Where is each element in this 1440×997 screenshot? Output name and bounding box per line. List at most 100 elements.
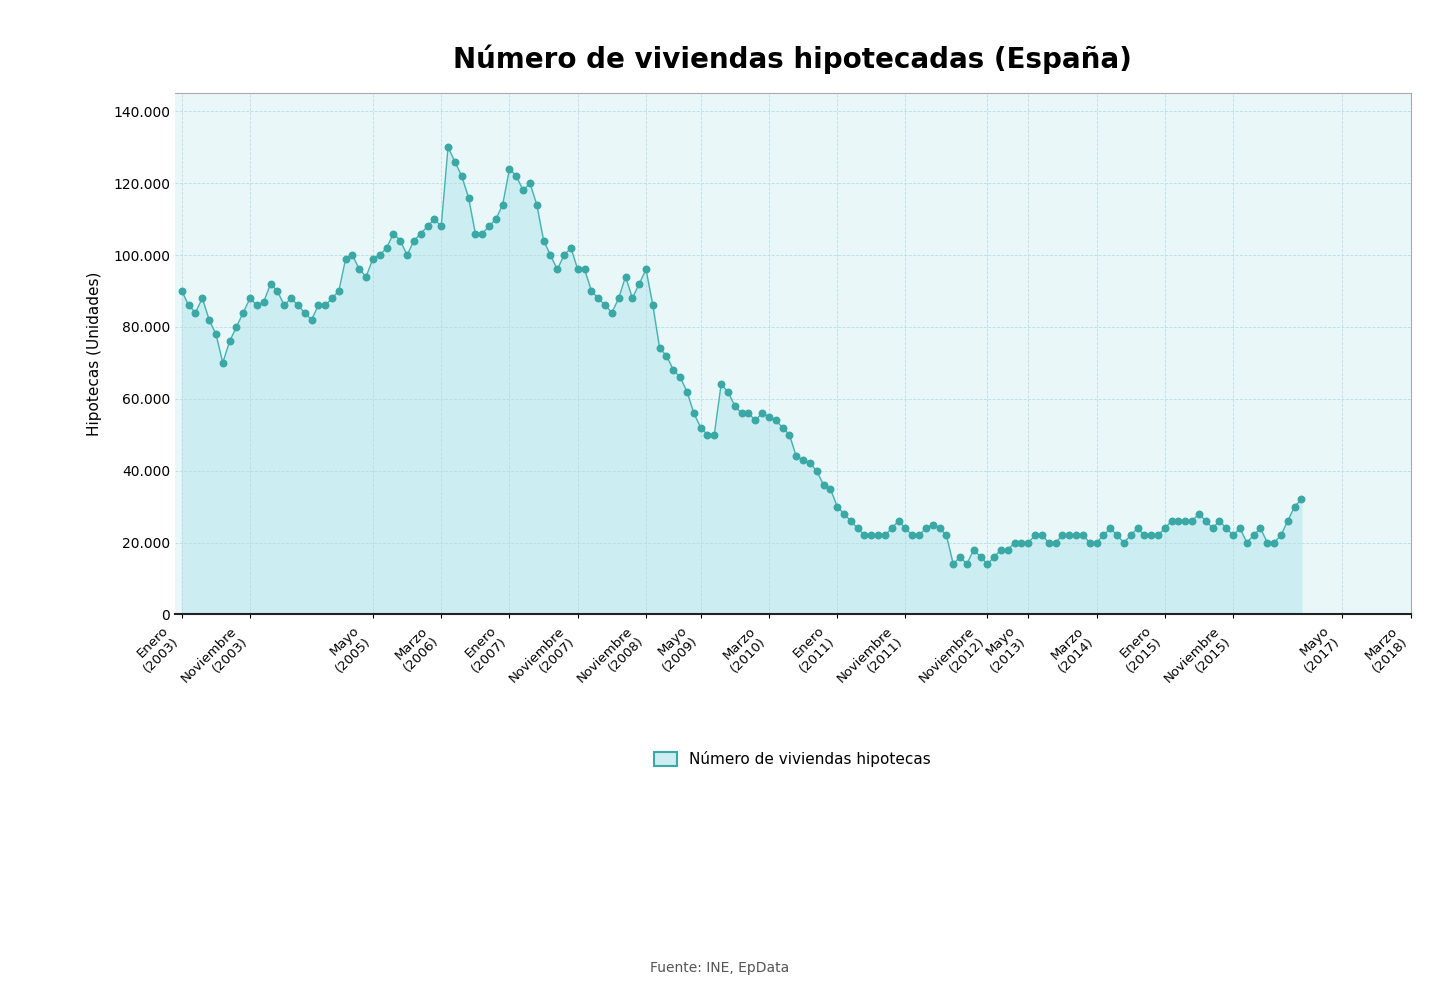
Point <box>416 218 439 234</box>
Point <box>484 211 507 227</box>
Point <box>197 312 220 328</box>
Point <box>232 305 255 321</box>
Point <box>580 283 603 299</box>
Point <box>1112 534 1135 550</box>
Point <box>874 527 897 543</box>
Point <box>279 290 302 306</box>
Point <box>1215 520 1238 536</box>
Point <box>402 232 425 248</box>
Point <box>621 290 644 306</box>
Point <box>396 247 419 263</box>
Point <box>593 297 616 313</box>
Point <box>949 549 972 565</box>
Point <box>518 175 541 191</box>
Point <box>348 261 372 277</box>
Point <box>812 477 835 493</box>
Point <box>1161 513 1184 529</box>
Point <box>1099 520 1122 536</box>
Point <box>1037 534 1060 550</box>
Point <box>526 196 549 212</box>
Point <box>245 297 268 313</box>
Point <box>177 297 200 313</box>
Point <box>539 247 562 263</box>
Point <box>471 225 494 241</box>
Point <box>757 409 780 425</box>
Point <box>628 276 651 292</box>
Point <box>922 516 945 532</box>
Point <box>1188 505 1211 521</box>
Point <box>1106 527 1129 543</box>
Point <box>1051 527 1074 543</box>
Point <box>840 513 863 529</box>
Point <box>217 333 240 349</box>
Point <box>1208 513 1231 529</box>
Point <box>867 527 890 543</box>
Point <box>832 505 855 521</box>
Point <box>212 355 235 371</box>
Point <box>1201 520 1224 536</box>
Point <box>409 225 432 241</box>
Point <box>1004 534 1027 550</box>
Point <box>942 556 965 572</box>
Point <box>204 326 228 342</box>
Point <box>662 362 685 378</box>
Point <box>635 261 658 277</box>
Point <box>239 290 262 306</box>
Point <box>901 527 924 543</box>
Point <box>190 290 213 306</box>
Point <box>1017 534 1040 550</box>
Point <box>935 527 958 543</box>
Point <box>559 240 582 256</box>
Point <box>1139 527 1162 543</box>
Point <box>880 520 903 536</box>
Point <box>354 268 377 284</box>
Y-axis label: Hipotecas (Unidades): Hipotecas (Unidades) <box>86 272 102 436</box>
Point <box>1181 513 1204 529</box>
Point <box>314 297 337 313</box>
Point <box>914 520 937 536</box>
Point <box>1133 527 1156 543</box>
Point <box>1119 527 1142 543</box>
Point <box>608 290 631 306</box>
Point <box>1146 527 1169 543</box>
Point <box>743 413 766 429</box>
Point <box>887 513 910 529</box>
Title: Número de viviendas hipotecadas (España): Número de viviendas hipotecadas (España) <box>454 45 1132 75</box>
Point <box>361 250 384 266</box>
Point <box>723 398 746 414</box>
Point <box>327 283 350 299</box>
Point <box>573 261 596 277</box>
Point <box>252 294 275 310</box>
Point <box>703 427 726 443</box>
Legend: Número de viviendas hipotecas: Número de viviendas hipotecas <box>648 745 937 774</box>
Point <box>1174 513 1197 529</box>
Point <box>1283 498 1306 514</box>
Point <box>1228 520 1251 536</box>
Point <box>710 377 733 393</box>
Point <box>1221 527 1244 543</box>
Point <box>1236 534 1259 550</box>
Point <box>266 283 289 299</box>
Point <box>1086 534 1109 550</box>
Point <box>1243 527 1266 543</box>
Point <box>730 405 753 421</box>
Point <box>423 211 446 227</box>
Point <box>683 405 706 421</box>
Point <box>765 413 788 429</box>
Point <box>641 297 664 313</box>
Point <box>287 297 310 313</box>
Point <box>294 305 317 321</box>
Point <box>1290 492 1313 507</box>
Point <box>1009 534 1032 550</box>
Point <box>717 384 740 400</box>
Point <box>1248 520 1272 536</box>
Point <box>907 527 930 543</box>
Point <box>1071 527 1094 543</box>
Point <box>451 168 474 184</box>
Point <box>989 541 1012 557</box>
Point <box>976 556 999 572</box>
Point <box>369 247 392 263</box>
Point <box>1270 527 1293 543</box>
Point <box>436 140 459 156</box>
Point <box>1263 534 1286 550</box>
